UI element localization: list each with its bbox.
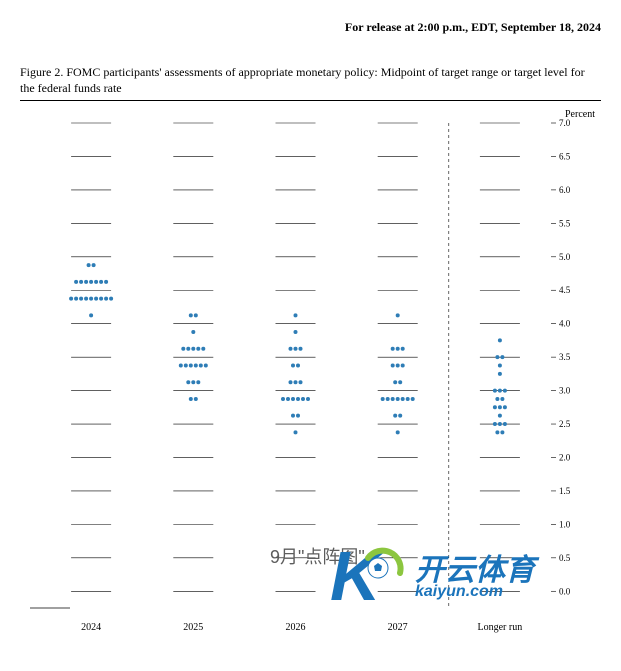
dotplot-svg: 0.0 0.5 1.0 1.5 2.0 2.5 3.0 3.5 4.0 4.5 5.0 5.5 6.0 6…: [20, 113, 601, 613]
svg-text:0.5: 0.5: [559, 553, 571, 563]
svg-text:6.5: 6.5: [559, 152, 571, 162]
release-timestamp: For release at 2:00 p.m., EDT, September…: [20, 20, 601, 35]
svg-text:2.5: 2.5: [559, 419, 571, 429]
category-label: 2027: [347, 622, 449, 633]
figure-title: Figure 2. FOMC participants' assessments…: [20, 65, 601, 96]
svg-text:4.0: 4.0: [559, 319, 571, 329]
svg-text:1.5: 1.5: [559, 486, 571, 496]
x-category-labels: 2024202520262027Longer run: [20, 622, 551, 633]
svg-text:0.0: 0.0: [559, 586, 571, 596]
dot-plot-chart: Percent 0.00.51.01.52.02.53.03.54.04.55.…: [20, 113, 601, 633]
svg-text:5.5: 5.5: [559, 219, 571, 229]
category-label: 2024: [40, 622, 142, 633]
svg-text:3.0: 3.0: [559, 386, 571, 396]
svg-text:4.5: 4.5: [559, 285, 571, 295]
svg-text:5.0: 5.0: [559, 252, 571, 262]
category-label: 2026: [244, 622, 346, 633]
svg-text:3.5: 3.5: [559, 352, 571, 362]
title-rule: [20, 100, 601, 101]
category-label: Longer run: [449, 622, 551, 633]
category-label: 2025: [142, 622, 244, 633]
svg-text:1.0: 1.0: [559, 520, 571, 530]
y-axis-label: Percent: [565, 109, 595, 120]
svg-text:6.0: 6.0: [559, 185, 571, 195]
svg-text:2.0: 2.0: [559, 453, 571, 463]
